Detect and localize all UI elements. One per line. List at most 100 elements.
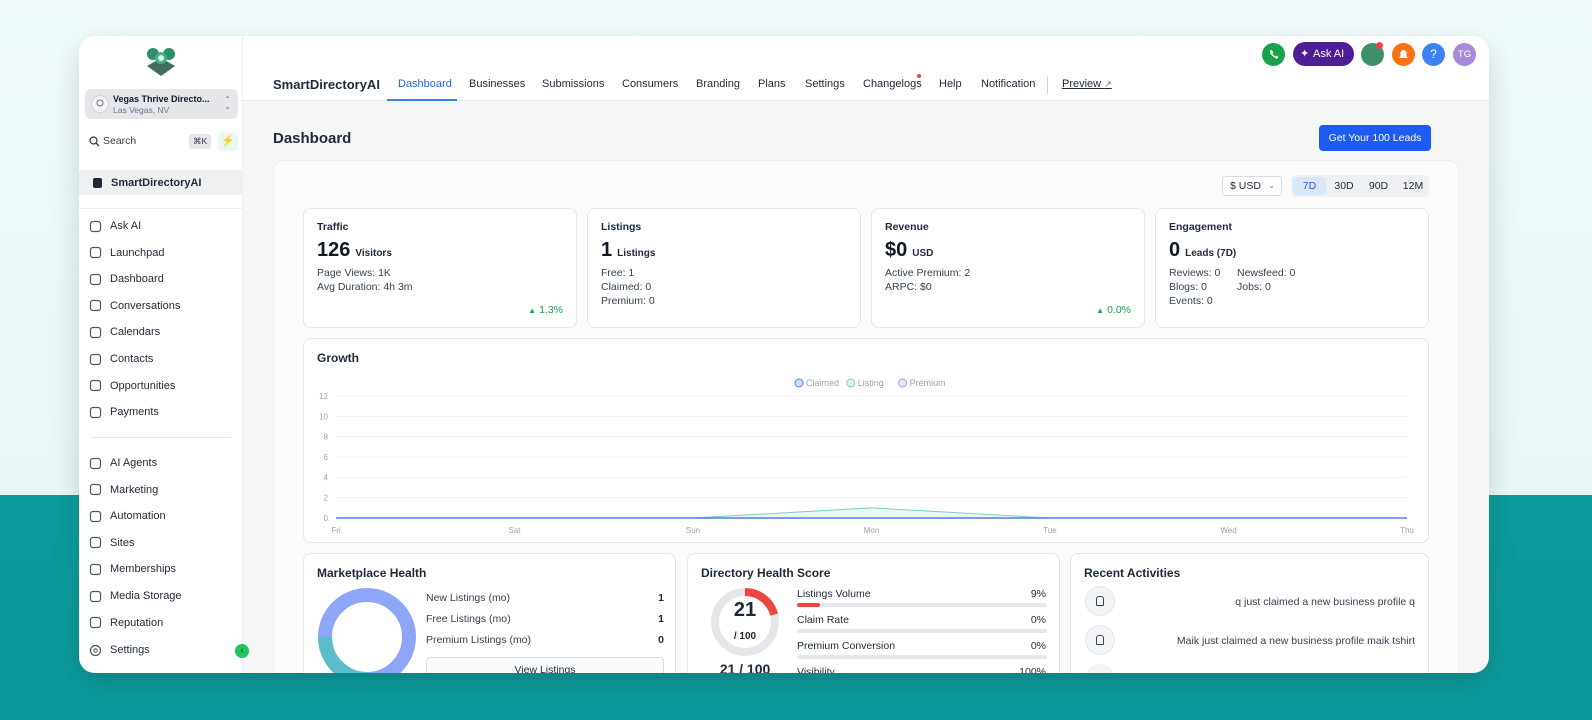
menu-item[interactable]: Dashboard	[89, 268, 164, 290]
settings-item[interactable]: Settings	[89, 639, 150, 661]
view-listings-button[interactable]: View Listings	[426, 657, 664, 673]
menu-label: Dashboard	[110, 273, 164, 286]
menu-icon	[89, 273, 102, 285]
nav-tab[interactable]: Plans	[758, 78, 786, 90]
announce-button[interactable]	[1361, 42, 1384, 66]
menu-label: Ask AI	[110, 220, 142, 232]
nav-tab[interactable]: Notification	[981, 78, 1036, 90]
menu-label: Launchpad	[110, 246, 165, 259]
menu-icon	[89, 563, 102, 575]
preview-link[interactable]: Preview ↗	[1062, 78, 1112, 90]
menu-item[interactable]: Ask AI	[89, 215, 141, 237]
menu-icon	[89, 406, 102, 418]
metric-bar	[797, 603, 820, 607]
nav-tab[interactable]: Settings	[805, 78, 845, 90]
collapse-button[interactable]: ‹	[235, 644, 249, 658]
menu-label: Memberships	[110, 563, 177, 576]
currency-select[interactable]: $ USD ⌄	[1222, 176, 1282, 196]
score-summary: 21 / 100	[719, 661, 771, 673]
active-item[interactable]: SmartDirectoryAI	[79, 170, 243, 195]
account-switcher[interactable]: Vegas Thrive Directo... Las Vegas, NV ⌃ ⌄	[85, 89, 238, 119]
activities-card: Recent Activities q just claimed a new b…	[1070, 553, 1429, 673]
stat-card: Revenue $0 USD Active Premium: 2 ARPC: $0 ▲ 0.…	[871, 208, 1145, 328]
avatar[interactable]: TG	[1453, 43, 1476, 66]
menu-item[interactable]: Launchpad	[89, 242, 164, 264]
up-arrow: ▲	[528, 306, 537, 315]
phone-icon	[1269, 50, 1279, 59]
stat-line: Active Premium: 2	[885, 267, 971, 279]
menu-item[interactable]: Calendars	[89, 321, 160, 343]
menu-label: Payments	[110, 406, 159, 419]
menu-item[interactable]: Conversations	[89, 295, 180, 317]
menu-item[interactable]: Payments	[89, 401, 159, 423]
nav-tab[interactable]: Businesses	[469, 78, 526, 90]
row-value: 1	[658, 592, 664, 604]
account-name: Vegas Thrive Directo...	[113, 94, 210, 104]
nav-tab[interactable]: Consumers	[622, 78, 679, 90]
active-icon	[93, 178, 102, 188]
menu-item[interactable]: Memberships	[89, 558, 176, 580]
icon-shape	[89, 563, 102, 575]
x-tick-label: Fri	[331, 526, 341, 535]
activity-text: q just claimed a new business profile q	[1235, 596, 1415, 608]
search[interactable]: Search ⌘K	[85, 132, 213, 151]
metric-value: 0%	[1030, 614, 1046, 626]
icon-glyph	[1096, 596, 1104, 606]
activity-icon	[1085, 625, 1115, 655]
settings-label: Settings	[110, 644, 150, 656]
nav-tab[interactable]: Branding	[696, 78, 741, 90]
score-of: / 100	[733, 631, 757, 642]
metric-label: Premium Conversion	[797, 640, 896, 652]
menu-item[interactable]: AI Agents	[89, 452, 157, 474]
nav-tab[interactable]: Dashboard	[398, 78, 452, 90]
menu-item[interactable]: Automation	[89, 505, 166, 527]
menu-icon	[89, 510, 102, 522]
bell-icon	[1399, 50, 1408, 58]
menu-item[interactable]: Reputation	[89, 612, 163, 634]
range-option[interactable]: 12M	[1402, 180, 1424, 192]
menu-icon	[89, 457, 102, 469]
row-label: Premium Listings (mo)	[426, 634, 532, 646]
help-button[interactable]: ?	[1422, 43, 1445, 66]
stat-line: Page Views: 1K	[317, 267, 391, 279]
stat-unit: Visitors	[355, 248, 392, 259]
x-tick-label: Thu	[1400, 526, 1414, 535]
page-title: Dashboard	[273, 130, 352, 147]
ask-ai-button[interactable]: ✦ Ask AI	[1293, 42, 1354, 66]
donut-segment	[318, 636, 368, 673]
row-value: 0	[658, 634, 664, 646]
marketplace-card: Marketplace Health New Listings (mo) 1 Fre…	[303, 553, 676, 673]
quick-action[interactable]: ⚡	[218, 132, 238, 151]
stat-value-row: $0 USD	[885, 239, 933, 262]
bonus-button[interactable]: Get Your 100 Leads Bonus	[1319, 125, 1431, 170]
menu-item[interactable]: Opportunities	[89, 375, 175, 397]
nav-tab[interactable]: Help	[939, 78, 962, 90]
legend-swatch	[846, 378, 856, 388]
nav-tab[interactable]: Changelogs	[863, 78, 922, 90]
nav-tab[interactable]: Submissions	[542, 78, 605, 90]
icon-glyph	[1096, 635, 1104, 645]
menu-item[interactable]: Sites	[89, 532, 134, 554]
menu-item[interactable]: Contacts	[89, 348, 153, 370]
range-option[interactable]: 90D	[1368, 180, 1389, 192]
icon-shape	[89, 510, 102, 522]
menu-item[interactable]: Marketing	[89, 479, 158, 501]
range-option[interactable]: 30D	[1334, 180, 1354, 192]
phone-button[interactable]	[1262, 43, 1285, 66]
menu-label: Calendars	[110, 326, 161, 339]
menu-icon	[89, 353, 102, 365]
legend-swatch	[794, 378, 804, 388]
stat-title: Listings	[601, 221, 642, 233]
metric-value: 9%	[1030, 588, 1046, 600]
menu-label: Opportunities	[110, 379, 176, 392]
metric-label: Listings Volume	[797, 588, 871, 600]
stat-line: Premium: 0	[601, 295, 655, 307]
badge	[1376, 42, 1383, 49]
range-option[interactable]: 7D	[1293, 177, 1326, 195]
icon-shape	[89, 273, 102, 285]
notifications-button[interactable]	[1392, 43, 1415, 66]
x-tick-label: Mon	[864, 526, 880, 535]
brand: SmartDirectoryAI	[273, 77, 380, 92]
metric-value: 0%	[1030, 640, 1046, 652]
menu-item[interactable]: Media Storage	[89, 585, 182, 607]
